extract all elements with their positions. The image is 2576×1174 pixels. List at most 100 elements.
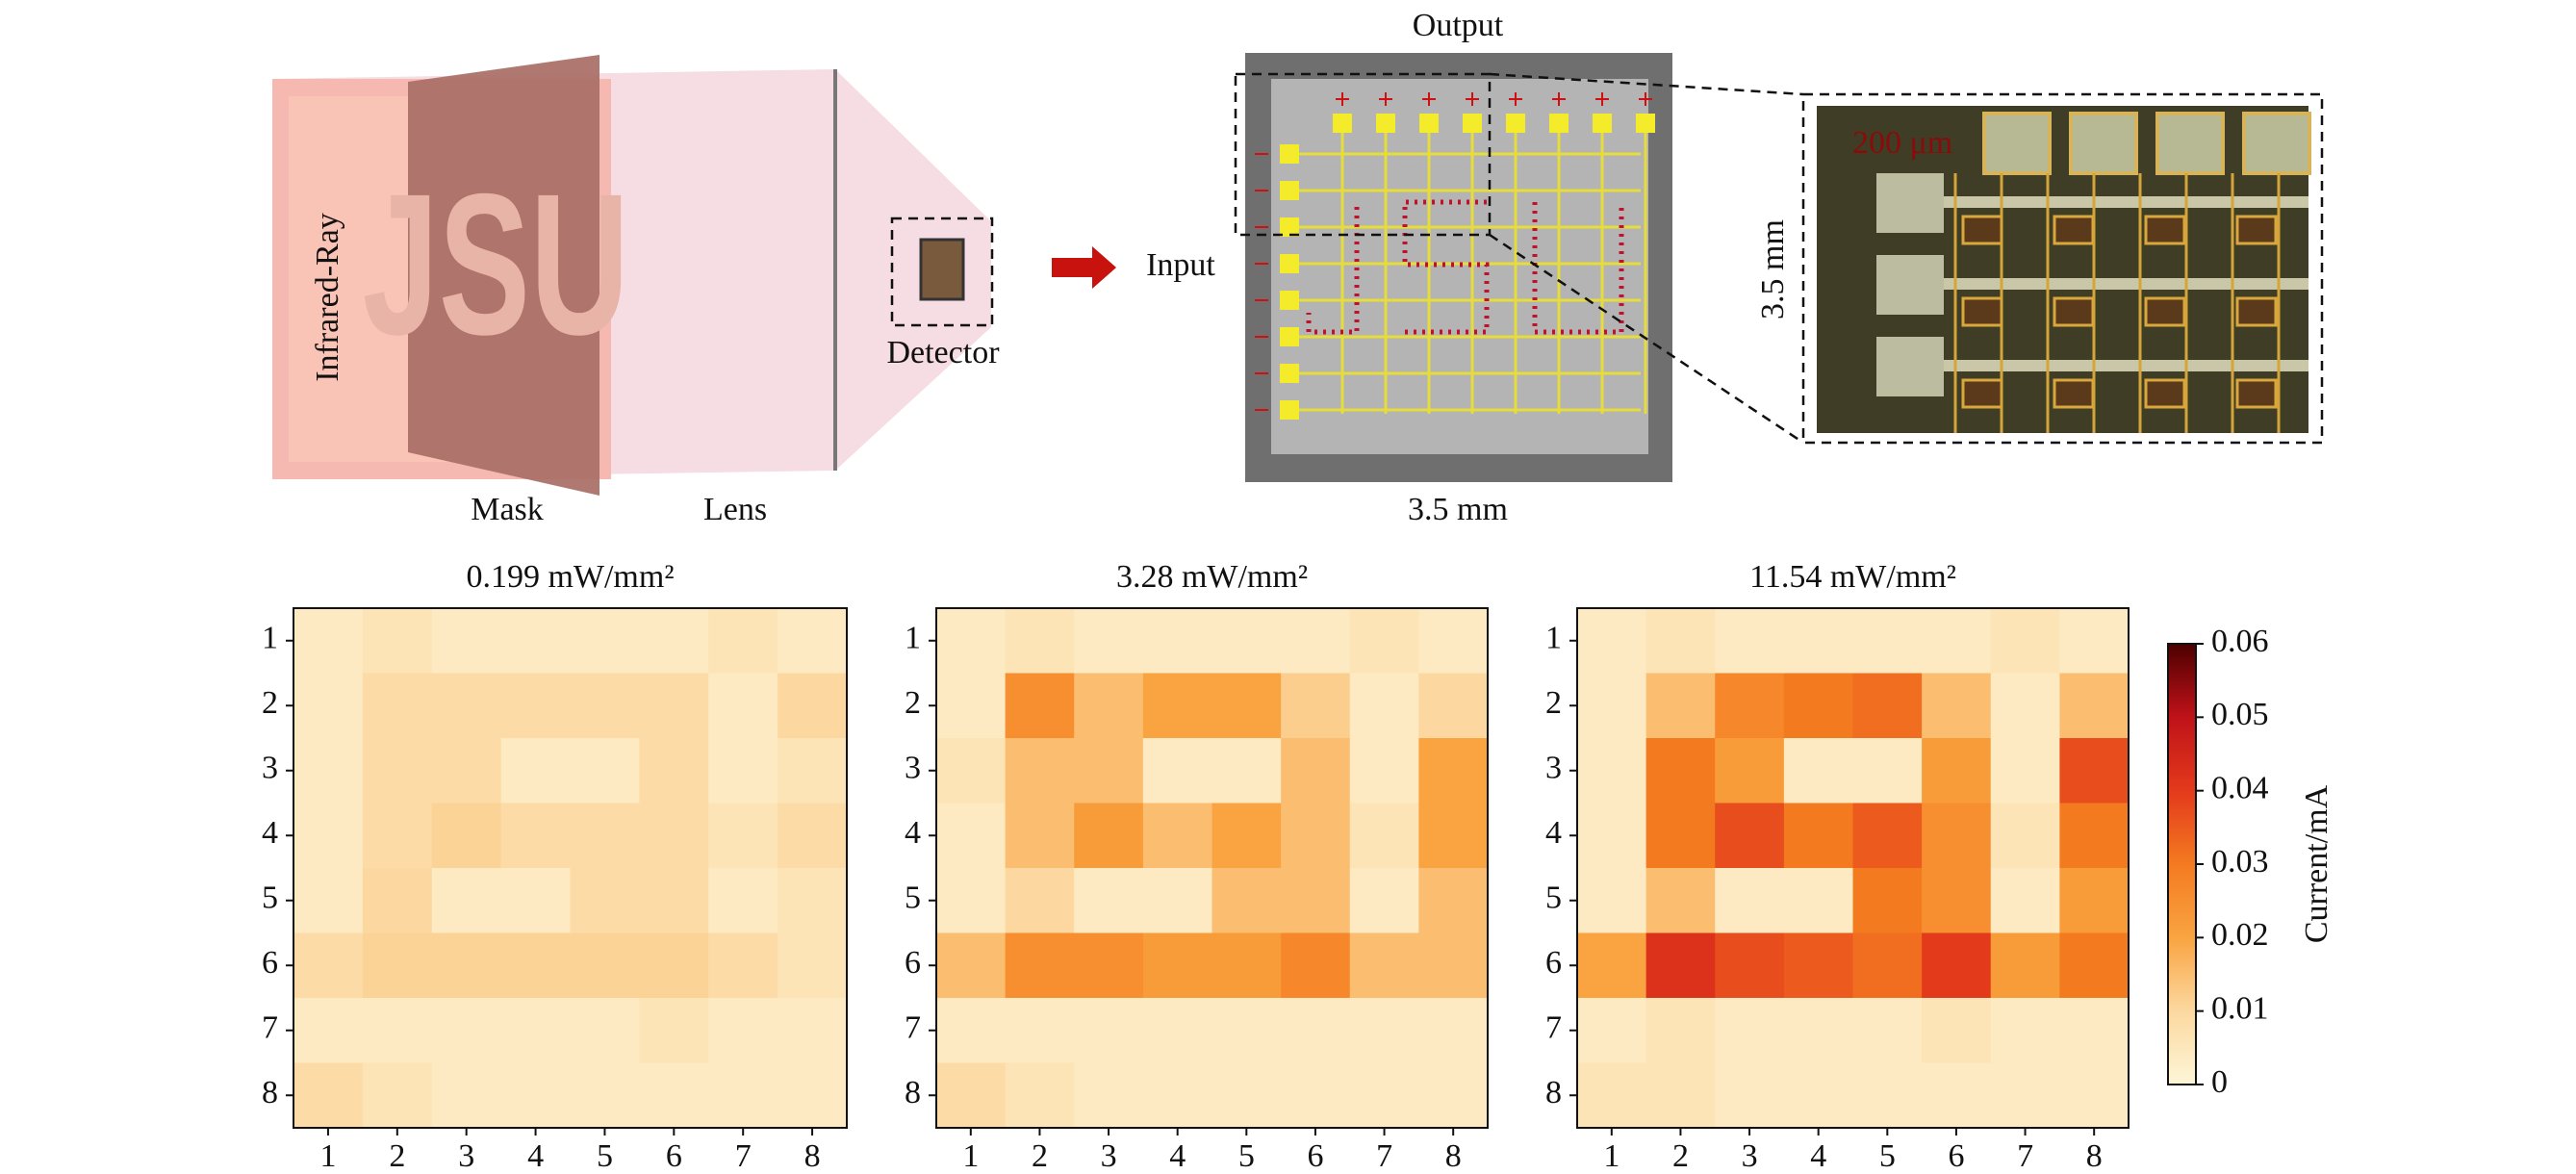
micro-pad [1876,337,1944,396]
plot-frame [1576,607,2130,1129]
heatmap-cell [1645,673,1716,739]
y-tick-label: 7 [1545,1010,1562,1046]
colorbar-tick-label: 0.06 [2211,624,2269,659]
heatmap-cell [1922,673,1992,739]
y-tick-label: 5 [1545,880,1562,916]
heatmap-cell [293,868,364,933]
chip-pad [1636,114,1655,133]
heatmap-cell [1783,673,1853,739]
y-tick-label: 5 [262,880,278,916]
heatmap-cell [431,998,502,1063]
heatmap-cell [1852,932,1923,999]
heatmap-cell [1211,868,1282,933]
x-tick-label: 4 [527,1138,544,1174]
heatmap-cell [778,673,848,739]
heatmap-cell [1715,932,1785,999]
micro-device [2235,378,2278,409]
chip-pad [1376,114,1395,133]
heatmap-cell [1074,998,1144,1063]
heatmap-cell [936,673,1007,739]
y-tick-label: 8 [1545,1075,1562,1110]
heatmap-cell [1142,608,1212,674]
heatmap-cell [1715,868,1785,933]
x-tick-label: 6 [1307,1138,1323,1174]
x-tick-label: 5 [1238,1138,1255,1174]
output-label: Output [1413,8,1504,43]
heatmap-cell [1142,932,1212,999]
heatmap-cell [1349,738,1419,804]
detector-box [890,217,994,327]
heatmap-cell [1349,932,1419,999]
heatmap-cell [431,608,502,674]
heatmap-cell [708,932,778,999]
heatmap-cell [1577,998,1647,1063]
heatmap-cell [1418,932,1489,999]
heatmap-cell [362,738,433,804]
heatmap-cell [1005,868,1075,933]
heatmap-cell [1211,803,1282,869]
heatmap-cell [1715,1062,1785,1129]
micro-pad [2069,112,2138,175]
chip-pad [1280,327,1299,346]
heatmap-cell [1211,1062,1282,1129]
micro-device [2144,215,2186,245]
heatmap-cell [570,1062,640,1129]
heatmap-cell [1577,608,1647,674]
heatmap-cell [362,803,433,869]
heatmap-cell [1990,738,2060,804]
x-tick-label: 3 [1742,1138,1758,1174]
heatmap-cell [1349,673,1419,739]
x-tick-label: 3 [458,1138,474,1174]
x-tick-label: 2 [1032,1138,1048,1174]
chip-pad [1333,114,1352,133]
heatmap-cell [639,803,709,869]
heatmap-cell [1990,673,2060,739]
heatmap-cell [293,932,364,999]
input-arrow [1052,246,1116,289]
chip-pad [1280,144,1299,164]
heatmap-cell [1418,608,1489,674]
setup-schematic: JSU Infrared-Ray Mask Lens Detector Inpu… [272,8,2324,527]
heatmap-cell [1281,673,1351,739]
heatmap-cell [639,738,709,804]
heatmap-cell [293,673,364,739]
heatmap-cell [2059,998,2130,1063]
heatmap-cell [570,673,640,739]
x-tick-label: 1 [1603,1138,1620,1174]
heatmap-cell [1715,738,1785,804]
x-tick-label: 6 [666,1138,682,1174]
heatmap-cell [1852,608,1923,674]
heatmap-cell [778,868,848,933]
heatmap-cell [1922,738,1992,804]
x-tick-label: 7 [2017,1138,2033,1174]
heatmap-cell [570,932,640,999]
lens-label: Lens [703,492,767,527]
heatmap-cell [1349,1062,1419,1129]
chip-pad [1280,181,1299,200]
heatmap-cell [293,608,364,674]
heatmap-cell [362,998,433,1063]
heatmap-cell [1990,608,2060,674]
mask-plate [408,55,599,496]
y-tick-label: 8 [262,1075,278,1110]
heatmap-cell [500,673,571,739]
chip-width-label: 3.5 mm [1408,492,1508,527]
micro-line [1944,360,2308,371]
heatmap-cell [2059,673,2130,739]
micro-device [2053,215,2095,245]
heatmap-cell [500,932,571,999]
zoom-box [1801,92,2324,445]
x-tick-label: 7 [735,1138,752,1174]
micro-pad [1876,173,1944,233]
heatmap-cell [500,998,571,1063]
heatmap-cell [1349,998,1419,1063]
heatmap-cell [936,738,1007,804]
heatmap-cell [1922,868,1992,933]
heatmap-cell [1783,868,1853,933]
heatmap-cell [708,868,778,933]
heatmap-cell [1990,803,2060,869]
heatmap-cell [1715,673,1785,739]
detector [919,238,965,301]
